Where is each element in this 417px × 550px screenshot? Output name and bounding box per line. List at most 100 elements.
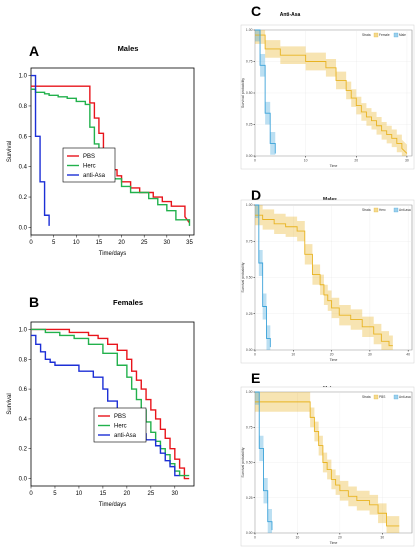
legend-swatch xyxy=(393,394,399,400)
y-tick-label: 0.50 xyxy=(246,461,253,465)
y-tick-label: 0.8 xyxy=(19,104,28,110)
panel-d: DMales0102030400.000.250.500.751.00TimeS… xyxy=(240,187,415,364)
y-tick-label: 0.75 xyxy=(246,239,253,243)
legend-label: PBS xyxy=(114,414,126,420)
y-tick-label: 0.2 xyxy=(19,195,28,201)
legend-label: anti-Asa xyxy=(83,173,106,179)
y-tick-label: 0.6 xyxy=(19,387,28,393)
y-tick-label: 0.50 xyxy=(246,91,253,95)
y-tick-label: 0.00 xyxy=(246,154,253,158)
x-axis-label: Time/days xyxy=(99,251,126,257)
panel-c: C Anti-Asa 0 10 20 30 0.00 0.25 0.50 0.75 1.00 Time… xyxy=(240,3,415,170)
legend-swatch xyxy=(373,32,379,38)
legend-label: anti-Asa xyxy=(114,433,137,439)
y-axis-label: Survival xyxy=(7,393,13,414)
confidence-band xyxy=(255,205,393,350)
x-tick-label: 30 xyxy=(368,353,372,357)
series-line xyxy=(255,204,271,348)
x-tick-label: 15 xyxy=(96,240,103,246)
x-tick-label: 10 xyxy=(73,240,80,246)
panel-b: B Females 0 5 10 15 20 25 30 0.0 0.2 0.4 0.6 0.8 1.0 Ti… xyxy=(7,294,195,508)
x-tick-label: 20 xyxy=(118,240,125,246)
y-tick-label: 0.00 xyxy=(246,531,253,535)
panel-letter: B xyxy=(29,294,39,310)
x-tick-label: 25 xyxy=(148,491,155,497)
series-line xyxy=(31,328,190,477)
legend-title: Strata xyxy=(362,208,371,212)
x-tick-label: 30 xyxy=(380,536,384,540)
y-tick-label: 0.2 xyxy=(19,447,28,453)
x-tick-label: 0 xyxy=(29,240,33,246)
legend-label: Anti-asa xyxy=(399,395,411,399)
x-tick-label: 30 xyxy=(405,159,409,163)
legend-label: Herc xyxy=(83,164,96,170)
x-tick-label: 0 xyxy=(254,159,256,163)
x-tick-label: 25 xyxy=(141,240,148,246)
x-axis-label: Time xyxy=(330,164,338,168)
y-tick-label: 1.00 xyxy=(246,203,253,207)
legend-swatch xyxy=(373,207,379,213)
series-line xyxy=(31,85,191,224)
legend-label: PBS xyxy=(83,154,95,160)
y-tick-label: 0.50 xyxy=(246,276,253,280)
y-tick-label: 1.00 xyxy=(246,390,253,394)
legend-label: Herc xyxy=(114,424,127,430)
x-tick-label: 20 xyxy=(330,353,334,357)
x-axis-label: Time/days xyxy=(99,502,126,508)
series-line xyxy=(255,34,408,154)
y-axis-label: Survival probability xyxy=(241,262,245,292)
x-tick-label: 20 xyxy=(354,159,358,163)
legend-label: Female xyxy=(379,33,390,37)
legend-swatch xyxy=(393,32,399,38)
x-tick-label: 5 xyxy=(53,491,57,497)
x-tick-label: 10 xyxy=(304,159,308,163)
y-tick-label: 0.0 xyxy=(19,477,28,483)
y-tick-label: 0.0 xyxy=(19,225,28,231)
y-tick-label: 0.25 xyxy=(246,496,253,500)
x-tick-label: 10 xyxy=(296,536,300,540)
x-tick-label: 20 xyxy=(124,491,131,497)
y-tick-label: 0.75 xyxy=(246,425,253,429)
chart-title: Females xyxy=(113,298,143,307)
chart-title: Anti-Asa xyxy=(280,12,301,18)
legend-title: Strata xyxy=(362,33,371,37)
x-tick-label: 0 xyxy=(254,353,256,357)
y-tick-label: 0.75 xyxy=(246,60,253,64)
x-tick-label: 30 xyxy=(171,491,178,497)
x-tick-label: 0 xyxy=(29,491,33,497)
y-tick-label: 1.0 xyxy=(19,327,28,333)
series-line xyxy=(255,29,276,154)
plot-area xyxy=(30,321,195,487)
legend-label: Male xyxy=(399,33,406,37)
panel-e: EMales01020300.000.250.500.751.00TimeSur… xyxy=(240,370,415,547)
x-tick-label: 40 xyxy=(406,353,410,357)
y-tick-label: 1.00 xyxy=(246,28,253,32)
panel-letter: E xyxy=(251,370,260,386)
series-line xyxy=(255,401,400,527)
y-tick-label: 0.4 xyxy=(19,165,28,171)
y-tick-label: 1.0 xyxy=(19,74,28,80)
series-line xyxy=(31,334,180,477)
x-tick-label: 10 xyxy=(291,353,295,357)
legend-swatch xyxy=(393,207,399,213)
legend-title: Strata xyxy=(362,395,371,399)
legend-label: Anti-asa xyxy=(399,208,411,212)
x-axis-label: Time xyxy=(330,358,338,362)
confidence-band xyxy=(255,30,407,156)
y-tick-label: 0.00 xyxy=(246,348,253,352)
panel-letter: D xyxy=(251,187,261,203)
legend-swatch xyxy=(373,394,379,400)
series-line xyxy=(255,391,273,531)
x-tick-label: 30 xyxy=(163,240,170,246)
chart-title: Males xyxy=(118,44,139,53)
x-tick-label: 15 xyxy=(100,491,107,497)
panel-letter: C xyxy=(251,3,261,19)
y-tick-label: 0.6 xyxy=(19,134,28,140)
y-axis-label: Survival xyxy=(7,141,13,162)
series-line xyxy=(31,74,50,226)
panel-letter: A xyxy=(29,43,39,59)
x-tick-label: 20 xyxy=(338,536,342,540)
y-tick-label: 0.25 xyxy=(246,312,253,316)
y-axis-label: Survival probability xyxy=(241,78,245,108)
